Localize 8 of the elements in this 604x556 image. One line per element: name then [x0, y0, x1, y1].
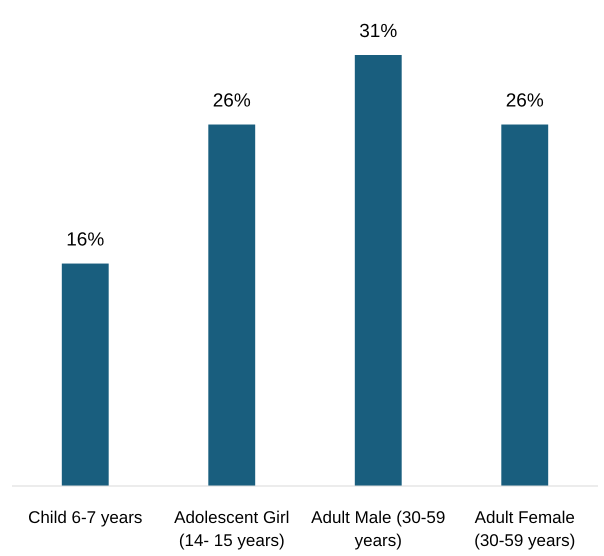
- data-label: 16%: [66, 230, 104, 251]
- x-tick-label: Child 6-7 years: [28, 508, 142, 527]
- x-tick-label: Adult Male (30-59 years): [311, 508, 446, 550]
- x-tick-label: Adolescent Girl (14- 15 years): [174, 508, 290, 550]
- data-label: 26%: [506, 90, 544, 112]
- x-tick-label: Adult Female (30-59 years): [474, 508, 576, 550]
- data-label: 26%: [212, 90, 251, 112]
- data-label: 31%: [359, 21, 398, 42]
